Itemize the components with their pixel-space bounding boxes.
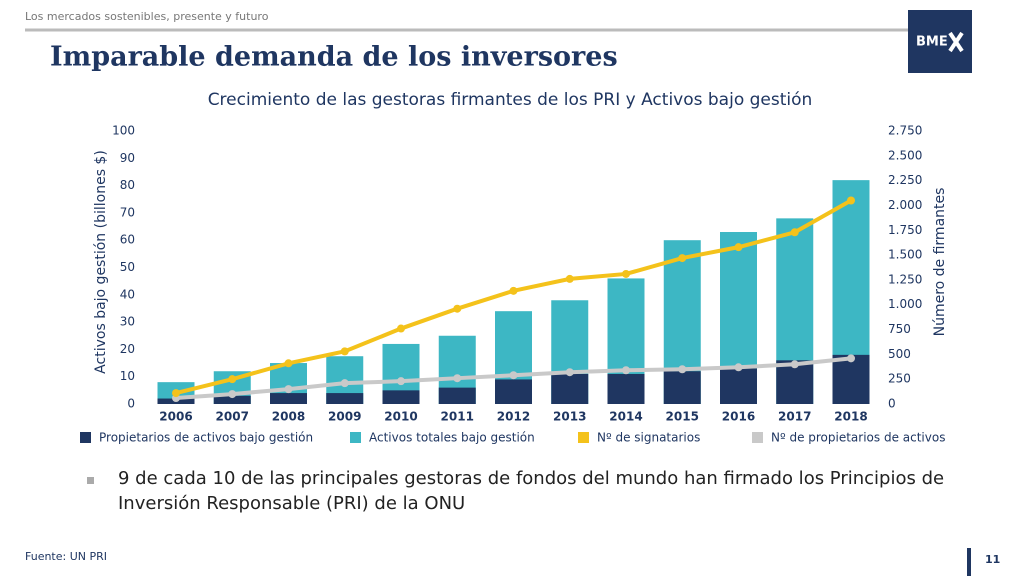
point xyxy=(565,368,574,377)
legend-swatch xyxy=(578,432,589,443)
x-tick-label: 2014 xyxy=(609,410,642,424)
y2-tick-label: 1.500 xyxy=(888,248,922,262)
y2-tick-label: 1.000 xyxy=(888,297,922,311)
bar xyxy=(607,373,645,404)
logo-box xyxy=(908,10,972,73)
bar xyxy=(832,354,870,404)
point xyxy=(228,375,237,384)
point xyxy=(397,377,405,386)
y2-tick-label: 1.750 xyxy=(888,223,922,237)
point xyxy=(678,254,687,263)
point xyxy=(340,347,349,356)
y-tick-label: 90 xyxy=(120,151,135,165)
point xyxy=(284,385,293,394)
y2-tick-label: 2.000 xyxy=(888,198,922,212)
legend-label: Nº de signatarios xyxy=(597,431,700,445)
x-tick-label: 2006 xyxy=(159,410,192,424)
x-tick-label: 2009 xyxy=(328,410,361,424)
point xyxy=(397,324,405,333)
bar xyxy=(495,379,532,404)
point xyxy=(790,360,799,369)
x-tick-label: 2013 xyxy=(553,410,586,424)
logo-text: BME xyxy=(916,35,948,50)
point xyxy=(172,389,180,398)
point xyxy=(678,365,687,374)
x-tick-label: 2011 xyxy=(441,410,474,424)
y2-tick-label: 2.750 xyxy=(888,124,922,138)
y2-tick-label: 500 xyxy=(888,347,911,361)
point xyxy=(734,363,743,372)
logo-x xyxy=(948,31,964,53)
legend-label: Nº de propietarios de activos xyxy=(771,431,945,445)
bar xyxy=(551,373,589,404)
point xyxy=(228,390,237,399)
y-tick-label: 50 xyxy=(120,260,135,274)
point xyxy=(509,371,518,380)
y2-tick-label: 750 xyxy=(888,322,911,336)
page-bar xyxy=(967,548,971,576)
point xyxy=(847,196,855,205)
bar xyxy=(438,387,476,404)
point xyxy=(622,269,630,278)
y-tick-label: 30 xyxy=(120,315,135,329)
bar xyxy=(720,368,757,404)
bar xyxy=(663,371,701,404)
point xyxy=(509,286,518,295)
bullet-text: 9 de cada 10 de las principales gestoras… xyxy=(118,468,945,514)
y-axis-title: Activos bajo gestión (billones $) xyxy=(93,150,109,374)
x-tick-label: 2017 xyxy=(778,410,811,424)
y-tick-label: 80 xyxy=(120,178,135,192)
chart-title: Crecimiento de las gestoras firmantes de… xyxy=(208,90,813,110)
point xyxy=(734,243,743,252)
y2-axis-title: Número de firmantes xyxy=(932,188,948,337)
x-tick-label: 2007 xyxy=(216,410,249,424)
x-tick-label: 2008 xyxy=(272,410,305,424)
y-tick-label: 40 xyxy=(120,287,135,301)
page-number: 11 xyxy=(985,553,1000,566)
legend-swatch xyxy=(752,432,763,443)
y-tick-label: 20 xyxy=(120,342,135,356)
point xyxy=(340,379,349,388)
bar xyxy=(213,395,251,404)
slide-subtitle: Los mercados sostenibles, presente y fut… xyxy=(25,10,269,23)
y2-tick-label: 0 xyxy=(888,397,896,411)
y2-tick-label: 2.250 xyxy=(888,173,922,187)
bar xyxy=(270,393,307,404)
point xyxy=(847,354,855,363)
bar xyxy=(326,393,364,404)
y-tick-label: 0 xyxy=(127,397,135,411)
y-tick-label: 70 xyxy=(120,205,135,219)
y-tick-label: 10 xyxy=(120,369,135,383)
point xyxy=(453,374,462,383)
x-tick-label: 2018 xyxy=(834,410,867,424)
legend-swatch xyxy=(350,432,361,443)
point xyxy=(284,359,293,368)
source: Fuente: UN PRI xyxy=(25,550,107,563)
x-tick-label: 2012 xyxy=(497,410,530,424)
y-tick-label: 100 xyxy=(112,124,135,138)
legend-swatch xyxy=(80,432,91,443)
x-tick-label: 2015 xyxy=(666,410,699,424)
legend-label: Propietarios de activos bajo gestión xyxy=(99,431,313,445)
y2-tick-label: 2.500 xyxy=(888,148,922,162)
legend-label: Activos totales bajo gestión xyxy=(369,431,535,445)
bar xyxy=(382,390,420,404)
slide-title: Imparable demanda de los inversores xyxy=(50,42,618,73)
point xyxy=(790,228,799,237)
y2-tick-label: 1.250 xyxy=(888,272,922,286)
x-tick-label: 2010 xyxy=(384,410,417,424)
x-tick-label: 2016 xyxy=(722,410,755,424)
bullet-marker xyxy=(87,477,94,484)
y2-tick-label: 250 xyxy=(888,372,911,386)
point xyxy=(622,366,630,375)
y-tick-label: 60 xyxy=(120,233,135,247)
point xyxy=(453,304,462,313)
point xyxy=(565,274,574,283)
